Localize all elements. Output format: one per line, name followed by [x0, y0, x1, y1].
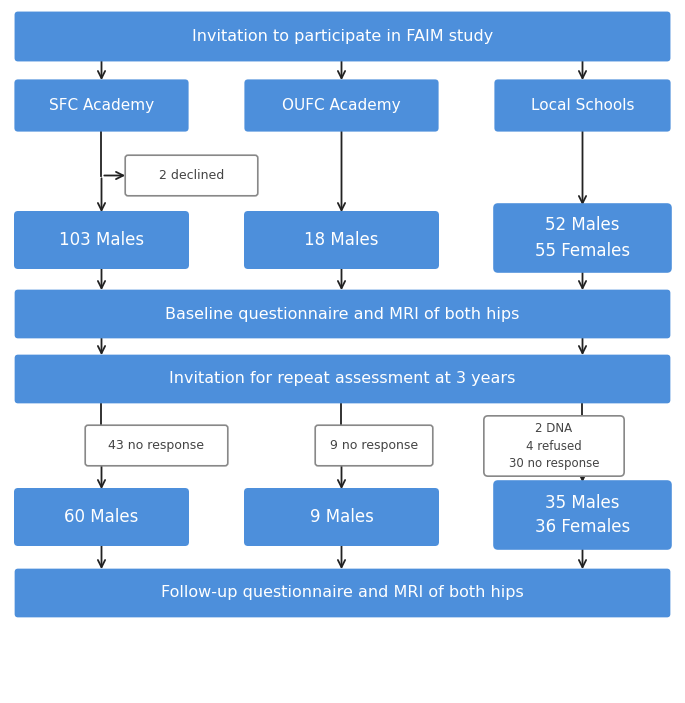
FancyBboxPatch shape	[484, 416, 624, 476]
FancyBboxPatch shape	[125, 155, 258, 196]
Text: Invitation for repeat assessment at 3 years: Invitation for repeat assessment at 3 ye…	[169, 371, 516, 387]
FancyBboxPatch shape	[245, 79, 438, 131]
FancyBboxPatch shape	[14, 290, 671, 338]
Text: 60 Males: 60 Males	[64, 508, 138, 526]
FancyBboxPatch shape	[14, 488, 189, 546]
Text: 9 Males: 9 Males	[310, 508, 373, 526]
FancyBboxPatch shape	[14, 11, 671, 61]
FancyBboxPatch shape	[244, 488, 439, 546]
FancyBboxPatch shape	[14, 354, 671, 404]
FancyBboxPatch shape	[493, 203, 672, 273]
Text: 2 DNA
4 refused
30 no response: 2 DNA 4 refused 30 no response	[509, 422, 599, 470]
Text: Invitation to participate in FAIM study: Invitation to participate in FAIM study	[192, 29, 493, 44]
FancyBboxPatch shape	[14, 569, 671, 617]
FancyBboxPatch shape	[85, 425, 228, 466]
FancyBboxPatch shape	[244, 211, 439, 269]
Text: 52 Males
55 Females: 52 Males 55 Females	[535, 217, 630, 259]
FancyBboxPatch shape	[315, 425, 433, 466]
Text: 18 Males: 18 Males	[304, 231, 379, 249]
Text: Local Schools: Local Schools	[531, 98, 634, 113]
Text: Follow-up questionnaire and MRI of both hips: Follow-up questionnaire and MRI of both …	[161, 586, 524, 600]
FancyBboxPatch shape	[495, 79, 671, 131]
Text: 2 declined: 2 declined	[159, 169, 224, 182]
Text: 103 Males: 103 Males	[59, 231, 144, 249]
FancyBboxPatch shape	[493, 480, 672, 550]
Text: SFC Academy: SFC Academy	[49, 98, 154, 113]
FancyBboxPatch shape	[14, 79, 188, 131]
Text: 35 Males
36 Females: 35 Males 36 Females	[535, 494, 630, 536]
FancyBboxPatch shape	[14, 211, 189, 269]
Text: 43 no response: 43 no response	[108, 439, 205, 452]
Text: 9 no response: 9 no response	[330, 439, 418, 452]
Text: OUFC Academy: OUFC Academy	[282, 98, 401, 113]
Text: Baseline questionnaire and MRI of both hips: Baseline questionnaire and MRI of both h…	[165, 307, 520, 321]
